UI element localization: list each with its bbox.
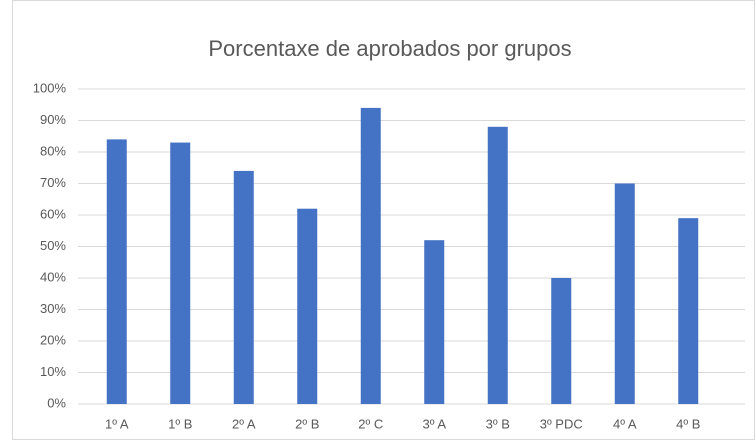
bar bbox=[424, 240, 445, 404]
bar bbox=[360, 107, 381, 405]
bar bbox=[614, 183, 635, 404]
y-tick-label: 100% bbox=[33, 80, 67, 95]
x-tick-label: 4º B bbox=[676, 416, 700, 431]
x-tick-label: 3º B bbox=[486, 416, 510, 431]
y-tick-label: 80% bbox=[40, 143, 66, 158]
y-tick-label: 10% bbox=[40, 364, 66, 379]
x-tick-label: 1º B bbox=[168, 416, 192, 431]
bar bbox=[487, 126, 508, 405]
x-tick-label: 2º C bbox=[358, 416, 383, 431]
bar bbox=[551, 278, 572, 404]
y-tick-label: 0% bbox=[47, 395, 66, 410]
x-tick-label: 3º PDC bbox=[540, 416, 583, 431]
bar bbox=[170, 142, 191, 405]
y-tick-label: 40% bbox=[40, 269, 66, 284]
y-tick-label: 30% bbox=[40, 301, 66, 316]
x-tick-label: 3º A bbox=[422, 416, 446, 431]
x-tick-label: 2º B bbox=[295, 416, 319, 431]
bar bbox=[678, 218, 699, 404]
x-tick-label: 2º A bbox=[232, 416, 256, 431]
y-tick-label: 50% bbox=[40, 238, 66, 253]
x-tick-label: 1º A bbox=[105, 416, 129, 431]
y-tick-label: 20% bbox=[40, 332, 66, 347]
x-tick-label: 4º A bbox=[613, 416, 637, 431]
y-tick-label: 70% bbox=[40, 175, 66, 190]
y-tick-label: 90% bbox=[40, 112, 66, 127]
y-tick-label: 60% bbox=[40, 206, 66, 221]
bar bbox=[297, 208, 318, 404]
bar bbox=[233, 170, 254, 404]
chart-title: Porcentaxe de aprobados por grupos bbox=[208, 36, 571, 61]
bar bbox=[106, 139, 127, 404]
